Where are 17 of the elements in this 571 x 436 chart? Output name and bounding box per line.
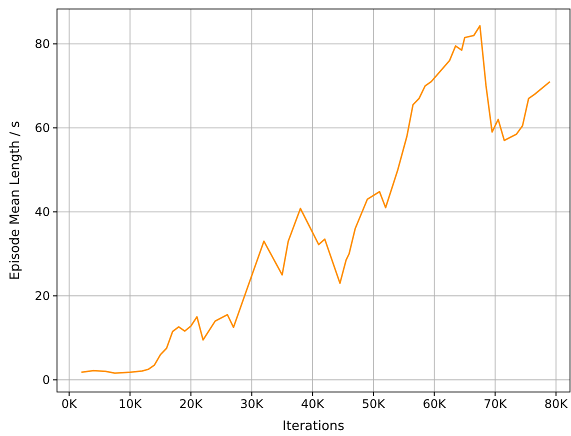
y-axis-title: Episode Mean Length / s: [8, 120, 23, 280]
x-tick-label: 70K: [484, 397, 508, 411]
y-tick-label: 40: [34, 204, 50, 219]
line-series: [80, 25, 551, 374]
x-tick-label: 10K: [118, 397, 143, 411]
x-axis-title: Iterations: [282, 419, 345, 434]
x-tick-label: 30K: [240, 397, 264, 411]
x-tick-label: 40K: [301, 397, 326, 411]
x-tick-label: 20K: [179, 397, 204, 411]
x-tick-label: 0K: [61, 397, 78, 411]
x-tick-label: 60K: [422, 397, 447, 411]
y-tick-label: 0: [42, 372, 50, 387]
x-tick-label: 50K: [362, 397, 386, 411]
y-tick-label: 60: [34, 120, 50, 135]
y-tick-label: 20: [34, 288, 50, 303]
y-tick-label: 80: [34, 36, 50, 51]
x-tick-label: 80K: [544, 397, 569, 411]
